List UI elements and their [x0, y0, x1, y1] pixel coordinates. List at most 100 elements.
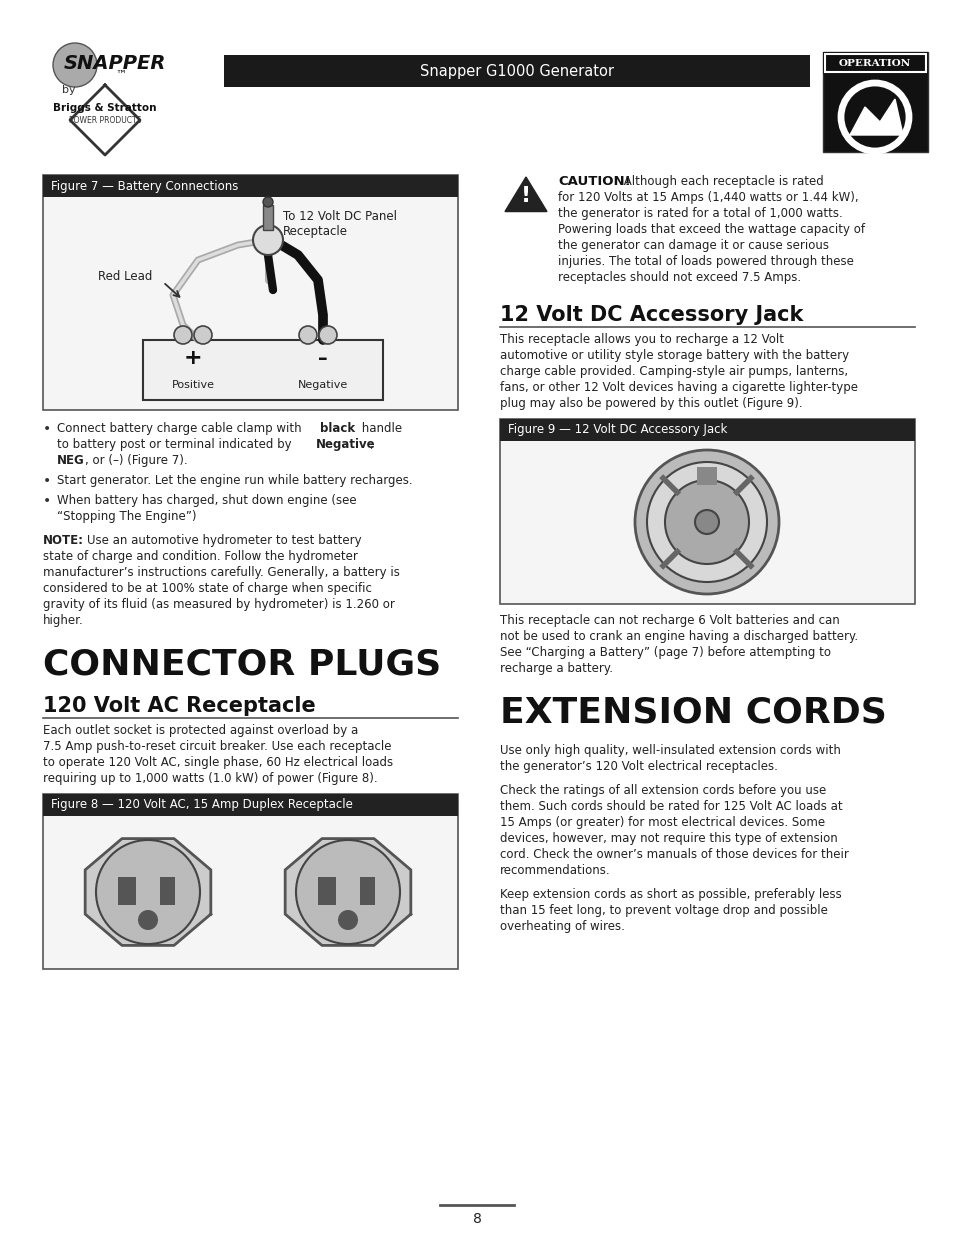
Text: Start generator. Let the engine run while battery recharges.: Start generator. Let the engine run whil… — [57, 474, 413, 487]
Text: •: • — [43, 474, 51, 488]
Bar — [43, 175, 457, 198]
Text: 15 Amps (or greater) for most electrical devices. Some: 15 Amps (or greater) for most electrical… — [499, 816, 824, 829]
Bar — [143, 340, 382, 400]
Text: NEG: NEG — [57, 454, 85, 467]
Text: Use only high quality, well-insulated extension cords with: Use only high quality, well-insulated ex… — [499, 743, 840, 757]
Text: ™: ™ — [115, 70, 126, 80]
Circle shape — [96, 840, 200, 944]
Text: Red Lead: Red Lead — [98, 270, 152, 283]
Text: Figure 9 — 12 Volt DC Accessory Jack: Figure 9 — 12 Volt DC Accessory Jack — [507, 424, 726, 436]
Text: 7.5 Amp push-to-reset circuit breaker. Use each receptacle: 7.5 Amp push-to-reset circuit breaker. U… — [43, 740, 391, 753]
Text: This receptacle allows you to recharge a 12 Volt: This receptacle allows you to recharge a… — [499, 333, 783, 346]
Text: CONNECTOR PLUGS: CONNECTOR PLUGS — [43, 648, 441, 682]
Polygon shape — [70, 85, 140, 156]
Text: charge cable provided. Camping-style air pumps, lanterns,: charge cable provided. Camping-style air… — [499, 366, 847, 378]
Bar — [822, 52, 927, 74]
Text: Powering loads that exceed the wattage capacity of: Powering loads that exceed the wattage c… — [558, 224, 864, 236]
Text: 12 Volt DC Accessory Jack: 12 Volt DC Accessory Jack — [499, 305, 802, 325]
Text: Connect battery charge cable clamp with: Connect battery charge cable clamp with — [57, 422, 305, 435]
Circle shape — [635, 450, 779, 594]
Polygon shape — [285, 839, 411, 946]
Bar — [822, 52, 927, 152]
Text: plug may also be powered by this outlet (Figure 9).: plug may also be powered by this outlet … — [499, 396, 801, 410]
Text: Briggs & Stratton: Briggs & Stratton — [53, 103, 156, 112]
Text: not be used to crank an engine having a discharged battery.: not be used to crank an engine having a … — [499, 630, 858, 643]
Bar — [263, 205, 273, 230]
Text: Figure 7 — Battery Connections: Figure 7 — Battery Connections — [51, 179, 238, 193]
Circle shape — [253, 225, 283, 254]
Circle shape — [842, 85, 906, 149]
Text: fans, or other 12 Volt devices having a cigarette lighter-type: fans, or other 12 Volt devices having a … — [499, 382, 857, 394]
Text: •: • — [43, 422, 51, 436]
Text: EXTENSION CORDS: EXTENSION CORDS — [499, 697, 886, 730]
Text: automotive or utility style storage battery with the battery: automotive or utility style storage batt… — [499, 350, 848, 362]
Text: than 15 feet long, to prevent voltage drop and possible: than 15 feet long, to prevent voltage dr… — [499, 904, 827, 918]
Text: Keep extension cords as short as possible, preferably less: Keep extension cords as short as possibl… — [499, 888, 841, 902]
Text: them. Such cords should be rated for 125 Volt AC loads at: them. Such cords should be rated for 125… — [499, 800, 841, 813]
Text: higher.: higher. — [43, 614, 84, 627]
Text: ,: , — [369, 438, 373, 451]
Text: This receptacle can not recharge 6 Volt batteries and can: This receptacle can not recharge 6 Volt … — [499, 614, 839, 627]
Text: , or (–) (Figure 7).: , or (–) (Figure 7). — [85, 454, 188, 467]
Circle shape — [664, 480, 748, 564]
Text: Each outlet socket is protected against overload by a: Each outlet socket is protected against … — [43, 724, 358, 737]
Text: cord. Check the owner’s manuals of those devices for their: cord. Check the owner’s manuals of those… — [499, 848, 848, 861]
Text: gravity of its fluid (as measured by hydrometer) is 1.260 or: gravity of its fluid (as measured by hyd… — [43, 598, 395, 611]
Text: 8: 8 — [472, 1212, 481, 1226]
Text: SNAPPER: SNAPPER — [64, 53, 166, 73]
Text: 120 Volt AC Receptacle: 120 Volt AC Receptacle — [43, 697, 315, 716]
Text: Figure 8 — 120 Volt AC, 15 Amp Duplex Receptacle: Figure 8 — 120 Volt AC, 15 Amp Duplex Re… — [51, 799, 353, 811]
Text: CAUTION!: CAUTION! — [558, 175, 630, 188]
Text: Snapper G1000 Generator: Snapper G1000 Generator — [419, 63, 614, 79]
Text: Although each receptacle is rated: Although each receptacle is rated — [619, 175, 822, 188]
Circle shape — [646, 462, 766, 582]
Text: to battery post or terminal indicated by: to battery post or terminal indicated by — [57, 438, 295, 451]
Bar — [824, 54, 925, 72]
Text: POWER PRODUCTS: POWER PRODUCTS — [69, 116, 141, 125]
Text: by: by — [62, 85, 75, 95]
Bar — [43, 175, 457, 410]
Circle shape — [695, 510, 719, 534]
Bar — [160, 877, 174, 905]
Text: Negative: Negative — [297, 380, 348, 390]
Bar — [697, 467, 717, 485]
Bar — [118, 877, 136, 905]
Text: devices, however, may not require this type of extension: devices, however, may not require this t… — [499, 832, 837, 845]
Text: the generator can damage it or cause serious: the generator can damage it or cause ser… — [558, 240, 828, 252]
Circle shape — [295, 840, 399, 944]
Bar — [43, 794, 457, 969]
Text: handle: handle — [357, 422, 402, 435]
Circle shape — [298, 326, 316, 345]
Text: NOTE:: NOTE: — [43, 534, 84, 547]
Circle shape — [138, 910, 158, 930]
Text: manufacturer’s instructions carefully. Generally, a battery is: manufacturer’s instructions carefully. G… — [43, 566, 399, 579]
Text: !: ! — [520, 186, 531, 206]
Bar — [499, 419, 914, 441]
Text: recharge a battery.: recharge a battery. — [499, 662, 613, 676]
Polygon shape — [849, 99, 902, 135]
Text: See “Charging a Battery” (page 7) before attempting to: See “Charging a Battery” (page 7) before… — [499, 646, 830, 659]
Text: OPERATION: OPERATION — [838, 58, 910, 68]
Bar — [43, 794, 457, 816]
Text: receptacles should not exceed 7.5 Amps.: receptacles should not exceed 7.5 Amps. — [558, 270, 801, 284]
Text: Negative: Negative — [315, 438, 375, 451]
Text: “Stopping The Engine”): “Stopping The Engine”) — [57, 510, 196, 522]
Circle shape — [263, 198, 273, 207]
Text: When battery has charged, shut down engine (see: When battery has charged, shut down engi… — [57, 494, 356, 508]
Circle shape — [318, 326, 336, 345]
Text: recommendations.: recommendations. — [499, 864, 610, 877]
Text: requiring up to 1,000 watts (1.0 kW) of power (Figure 8).: requiring up to 1,000 watts (1.0 kW) of … — [43, 772, 377, 785]
Circle shape — [193, 326, 212, 345]
Polygon shape — [85, 839, 211, 946]
Bar — [317, 877, 335, 905]
Bar — [224, 56, 809, 86]
Text: for 120 Volts at 15 Amps (1,440 watts or 1.44 kW),: for 120 Volts at 15 Amps (1,440 watts or… — [558, 191, 858, 204]
Bar — [359, 877, 375, 905]
Text: injuries. The total of loads powered through these: injuries. The total of loads powered thr… — [558, 254, 853, 268]
Text: state of charge and condition. Follow the hydrometer: state of charge and condition. Follow th… — [43, 550, 357, 563]
Text: the generator is rated for a total of 1,000 watts.: the generator is rated for a total of 1,… — [558, 207, 841, 220]
Text: Positive: Positive — [172, 380, 214, 390]
Text: black: black — [319, 422, 355, 435]
Circle shape — [173, 326, 192, 345]
Text: +: + — [184, 348, 202, 368]
